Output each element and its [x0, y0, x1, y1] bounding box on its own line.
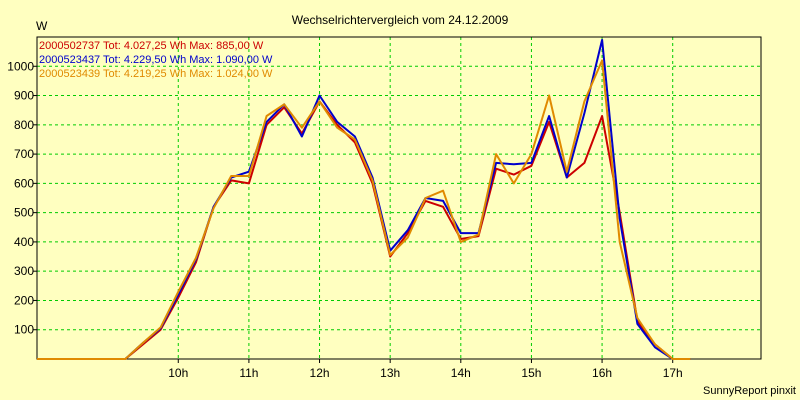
- y-tick-label-6: 700: [14, 147, 34, 161]
- chart-title: Wechselrichtervergleich vom 24.12.2009: [292, 13, 509, 27]
- x-tick-label-7: 17h: [663, 366, 683, 380]
- y-tick-label-2: 300: [14, 264, 34, 278]
- credit-label: SunnyReport pinxit: [703, 385, 796, 397]
- legend-entry-0: 2000502737 Tot: 4.027,25 Wh Max: 885,00 …: [39, 40, 264, 52]
- y-tick-label-3: 400: [14, 235, 34, 249]
- x-tick-label-0: 10h: [168, 366, 188, 380]
- legend-entry-2: 2000523439 Tot: 4.219,25 Wh Max: 1.024,0…: [39, 68, 273, 80]
- y-tick-label-1: 200: [14, 293, 34, 307]
- x-axis-ticks: 10h 11h 12h 13h 14h 15h 16h 17h: [168, 359, 683, 380]
- series-line-0: [37, 100, 691, 360]
- grid: [37, 37, 761, 359]
- series-lines: [37, 38, 691, 360]
- y-tick-label-5: 600: [14, 176, 34, 190]
- x-tick-label-4: 14h: [451, 366, 471, 380]
- series-line-1: [37, 38, 691, 360]
- y-unit-label: W: [36, 19, 48, 33]
- y-tick-label-8: 900: [14, 89, 34, 103]
- x-tick-label-3: 13h: [380, 366, 400, 380]
- legend: 2000502737 Tot: 4.027,25 Wh Max: 885,00 …: [39, 40, 273, 80]
- x-tick-label-2: 12h: [310, 366, 330, 380]
- y-tick-label-9: 1000: [7, 59, 34, 73]
- x-tick-label-1: 11h: [239, 366, 258, 380]
- x-tick-label-6: 16h: [592, 366, 612, 380]
- x-tick-label-5: 15h: [521, 366, 541, 380]
- y-tick-label-4: 500: [14, 206, 34, 220]
- y-axis-ticks: 100 200 300 400 500 600 700 800 900 1000: [7, 59, 37, 337]
- plot-frame: [36, 36, 762, 360]
- series-line-2: [37, 59, 691, 360]
- y-tick-label-7: 800: [14, 118, 34, 132]
- y-tick-label-0: 100: [14, 323, 34, 337]
- legend-entry-1: 2000523437 Tot: 4.229,50 Wh Max: 1.090,0…: [39, 54, 273, 66]
